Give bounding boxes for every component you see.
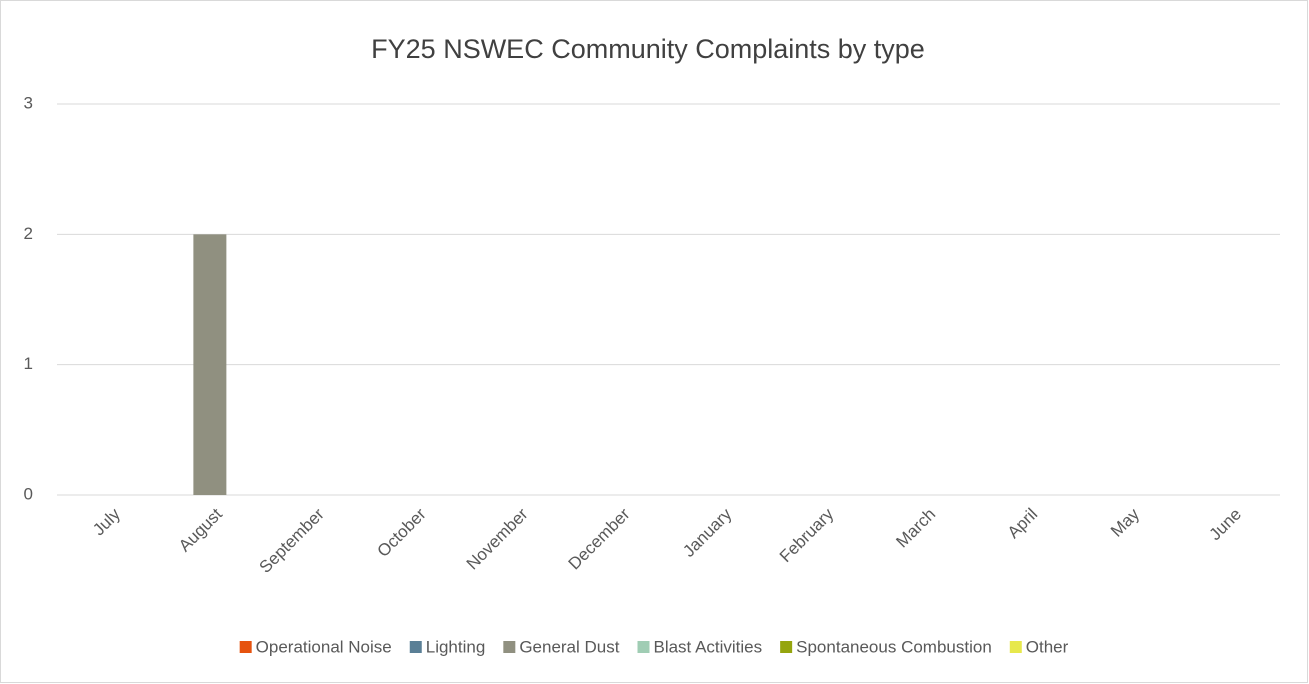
legend-swatch: [780, 641, 793, 653]
legend-label: Operational Noise: [256, 637, 392, 656]
legend-swatch: [503, 641, 516, 653]
bar: [193, 234, 227, 496]
legend-label: Lighting: [426, 637, 486, 656]
legend-label: Spontaneous Combustion: [796, 637, 992, 656]
y-tick-label: 3: [24, 93, 33, 112]
chart-title: FY25 NSWEC Community Complaints by type: [371, 34, 925, 64]
legend-swatch: [409, 641, 422, 653]
legend-swatch: [637, 641, 650, 653]
legend-label: General Dust: [519, 637, 619, 656]
legend-swatch: [1009, 641, 1022, 653]
legend-label: Other: [1026, 637, 1069, 656]
y-tick-label: 1: [24, 354, 33, 373]
y-tick-label: 2: [24, 224, 33, 243]
legend-swatch: [239, 641, 252, 653]
legend-label: Blast Activities: [653, 637, 762, 656]
y-tick-label: 0: [24, 484, 33, 503]
